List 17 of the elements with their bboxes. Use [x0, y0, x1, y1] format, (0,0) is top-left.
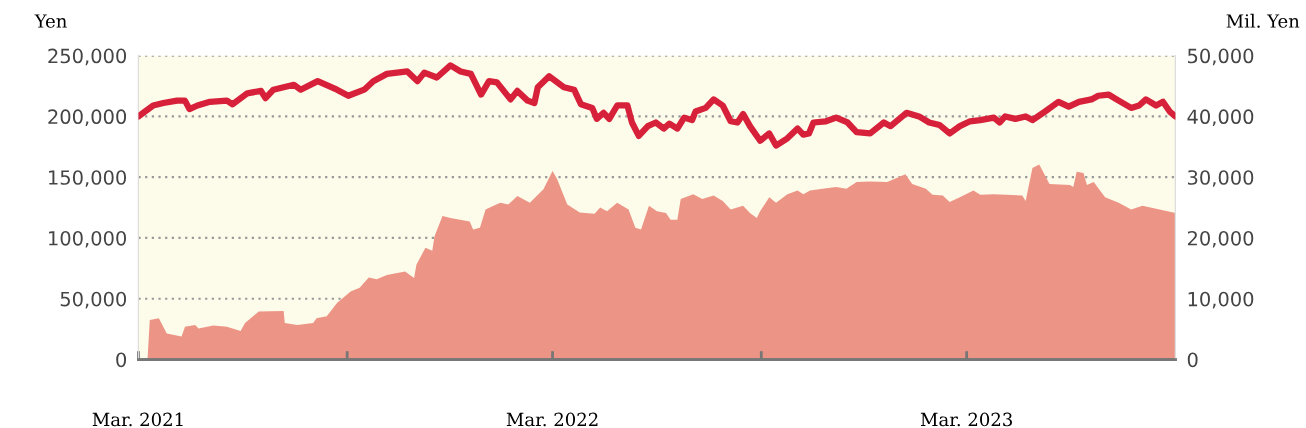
y2-tick-label: 10,000 — [1188, 291, 1254, 309]
y-tick-label: 100,000 — [49, 230, 127, 248]
y-tick-label: 250,000 — [48, 48, 127, 66]
x-tick-label: Mar. 2023 — [920, 412, 1012, 427]
x-tick-label: Mar. 2022 — [506, 412, 598, 427]
y2-tick-label: 30,000 — [1187, 170, 1254, 187]
y2-axis-title: Mil. Yen — [1226, 13, 1300, 28]
y-tick-label: 50,000 — [60, 291, 127, 309]
y-tick-label: 200,000 — [48, 109, 127, 127]
y-tick-label: 150,000 — [49, 170, 127, 187]
y2-tick-label: 40,000 — [1187, 109, 1254, 127]
y2-tick-label: 50,000 — [1188, 48, 1254, 66]
x-tick-label: Mar. 2021 — [92, 412, 183, 427]
y2-tick-label: 0 — [1187, 352, 1198, 368]
y-tick-label: 0 — [116, 352, 127, 368]
y2-tick-label: 20,000 — [1187, 230, 1254, 248]
y-axis-title: Yen — [34, 14, 67, 28]
